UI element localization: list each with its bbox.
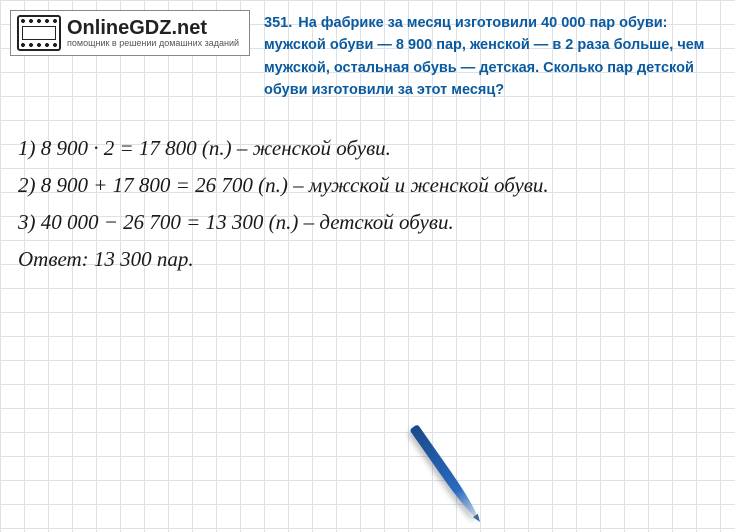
problem-text: На фабрике за месяц изготовили 40 000 па…: [264, 15, 704, 98]
header: OnlineGDZ.net помощник в решении домашни…: [10, 10, 725, 102]
problem-number: 351.: [264, 15, 292, 31]
film-strip-icon: [17, 15, 61, 51]
solution-line-2: 2) 8 900 + 17 800 = 26 700 (п.) – мужско…: [18, 167, 717, 204]
problem-statement: 351.На фабрике за месяц изготовили 40 00…: [264, 10, 725, 102]
logo-title: OnlineGDZ.net: [67, 17, 239, 39]
logo-text-block: OnlineGDZ.net помощник в решении домашни…: [67, 17, 239, 49]
solution-answer: Ответ: 13 300 пар.: [18, 241, 717, 278]
solution-block: 1) 8 900 · 2 = 17 800 (п.) – женской обу…: [18, 130, 717, 278]
site-logo: OnlineGDZ.net помощник в решении домашни…: [10, 10, 250, 56]
logo-subtitle: помощник в решении домашних заданий: [67, 39, 239, 49]
solution-line-3: 3) 40 000 − 26 700 = 13 300 (п.) – детск…: [18, 204, 717, 241]
solution-line-1: 1) 8 900 · 2 = 17 800 (п.) – женской обу…: [18, 130, 717, 167]
